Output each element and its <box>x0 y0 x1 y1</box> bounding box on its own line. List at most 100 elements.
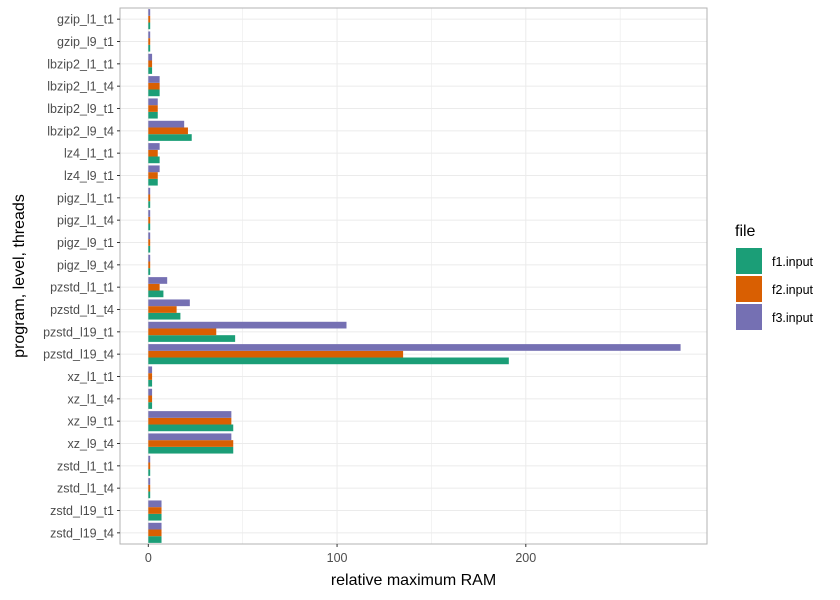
bar <box>148 60 153 68</box>
bar <box>148 507 162 514</box>
bar <box>148 178 158 186</box>
bar <box>148 216 151 224</box>
y-axis-title: program, level, threads <box>11 194 28 358</box>
bar <box>148 513 162 521</box>
bar <box>148 210 151 217</box>
legend-label: f2.input <box>772 283 814 297</box>
x-tick-label: 0 <box>145 551 152 565</box>
bar <box>148 31 151 39</box>
bar <box>148 268 151 275</box>
legend-key <box>736 248 762 274</box>
plot-panel-border <box>119 7 708 545</box>
bar <box>148 395 153 403</box>
y-tick-label: pigz_l1_t4 <box>57 214 114 228</box>
bar <box>148 491 151 499</box>
legend: file f1.input f2.input f3.input <box>735 223 814 330</box>
bar <box>148 306 177 313</box>
bar <box>148 201 151 208</box>
y-tick-label: lbzip2_l1_t4 <box>47 80 114 94</box>
y-tick-label: lz4_l1_t1 <box>64 147 114 161</box>
bar <box>148 357 509 365</box>
bar <box>148 484 151 492</box>
y-tick-label: zstd_l1_t1 <box>57 459 114 473</box>
y-tick-label: xz_l1_t1 <box>67 370 114 384</box>
bar <box>148 469 151 476</box>
x-tick-label: 100 <box>327 551 348 565</box>
bar <box>148 446 234 454</box>
y-tick-label: pigz_l1_t1 <box>57 191 114 205</box>
bar <box>148 388 153 396</box>
bar <box>148 53 153 61</box>
bar <box>148 165 160 173</box>
y-tick-label: lbzip2_l9_t1 <box>47 102 114 116</box>
bar <box>148 149 158 157</box>
bar <box>148 321 347 329</box>
y-tick-label: lbzip2_l1_t1 <box>47 57 114 71</box>
bar <box>148 172 158 179</box>
bar <box>148 366 153 374</box>
bar <box>148 76 160 83</box>
bar <box>148 536 162 543</box>
bar <box>148 44 151 52</box>
bar <box>148 38 151 45</box>
bar <box>148 478 151 485</box>
bar <box>148 312 181 320</box>
bar <box>148 424 234 432</box>
bar <box>148 127 188 135</box>
grid <box>120 8 707 544</box>
bar <box>148 223 151 231</box>
bar <box>148 379 153 387</box>
legend-key <box>736 276 762 302</box>
legend-key <box>736 304 762 330</box>
y-tick-label: xz_l9_t4 <box>67 437 114 451</box>
y-tick-label: pzstd_l1_t4 <box>50 303 114 317</box>
bar <box>148 500 162 508</box>
y-axis-ticks: gzip_l1_t1 gzip_l9_t1 lbzip2_l1_t1 lbzip2_l… <box>43 13 120 540</box>
bar <box>148 232 151 240</box>
bar <box>148 82 160 90</box>
bar <box>148 245 151 253</box>
bar <box>148 462 151 470</box>
bar <box>148 344 681 351</box>
legend-title: file <box>735 223 756 240</box>
y-tick-label: pzstd_l19_t1 <box>43 325 114 339</box>
y-tick-label: pzstd_l19_t4 <box>43 348 114 362</box>
y-tick-label: xz_l9_t1 <box>67 415 114 429</box>
legend-label: f1.input <box>772 255 814 269</box>
bar <box>148 67 153 74</box>
y-tick-label: gzip_l9_t1 <box>57 35 114 49</box>
y-tick-label: pigz_l9_t1 <box>57 236 114 250</box>
bar <box>148 98 158 106</box>
bar <box>148 22 151 30</box>
x-axis-ticks: 0 100 200 <box>145 544 536 565</box>
bar <box>148 105 158 112</box>
bars <box>148 9 681 543</box>
y-tick-label: zstd_l1_t4 <box>57 482 114 496</box>
x-tick-label: 200 <box>515 551 536 565</box>
bar <box>148 335 236 342</box>
bar <box>148 433 232 441</box>
legend-label: f3.input <box>772 311 814 325</box>
bar <box>148 120 185 128</box>
bar <box>148 283 160 291</box>
bar <box>148 254 151 262</box>
bar <box>148 522 162 530</box>
bar <box>148 328 217 336</box>
bar <box>148 9 151 16</box>
bar <box>148 299 190 307</box>
bar <box>148 156 160 164</box>
bar <box>148 143 160 150</box>
bar <box>148 261 151 269</box>
bar <box>148 187 151 195</box>
y-tick-label: lz4_l9_t1 <box>64 169 114 183</box>
y-tick-label: zstd_l19_t1 <box>50 504 114 518</box>
y-tick-label: gzip_l1_t1 <box>57 13 114 27</box>
y-tick-label: pzstd_l1_t1 <box>50 281 114 295</box>
bar <box>148 529 162 537</box>
x-axis-title: relative maximum RAM <box>331 572 496 589</box>
bar <box>148 402 153 409</box>
bar <box>148 290 164 298</box>
bar <box>148 440 234 447</box>
bar <box>148 373 153 380</box>
